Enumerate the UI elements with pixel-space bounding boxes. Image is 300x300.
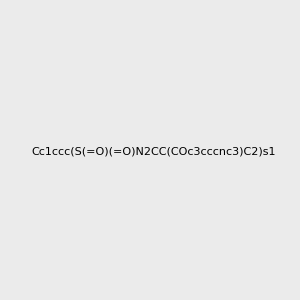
Text: Cc1ccc(S(=O)(=O)N2CC(COc3cccnc3)C2)s1: Cc1ccc(S(=O)(=O)N2CC(COc3cccnc3)C2)s1	[32, 146, 276, 157]
